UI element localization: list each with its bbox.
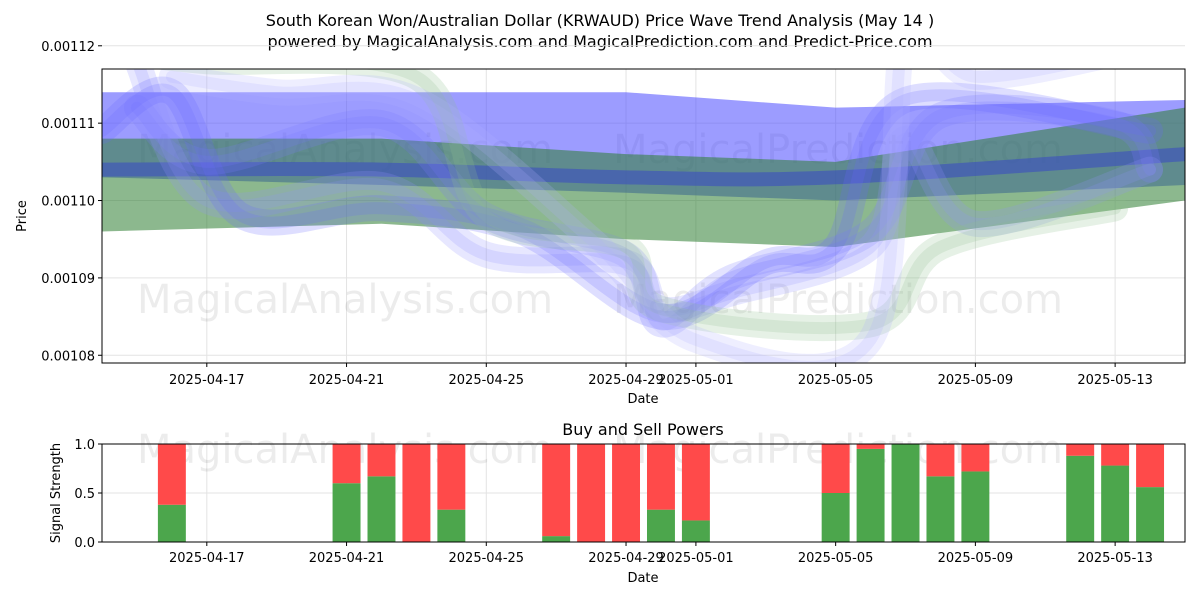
- signal-y-axis-label: Signal Strength: [49, 443, 64, 543]
- price-wave-core: [130, 101, 1157, 331]
- buy-bar: [332, 483, 361, 542]
- buy-bar: [821, 493, 850, 542]
- buy-bar: [367, 476, 396, 542]
- signal-x-tick-label: 2025-05-13: [1077, 551, 1153, 566]
- price-y-tick-label: 0.00110: [41, 195, 95, 210]
- price-wave: [154, 69, 1129, 342]
- price-y-tick-label: 0.00112: [41, 40, 95, 55]
- sell-bar: [577, 444, 606, 542]
- sell-bar: [1066, 444, 1095, 456]
- price-chart: MagicalAnalysis.com MagicalPrediction.com…: [15, 40, 1186, 407]
- signal-y-ticks: 0.0 0.5 1.0: [74, 438, 102, 551]
- chart-title: South Korean Won/Australian Dollar (KRWA…: [266, 11, 934, 30]
- price-wave-core: [165, 69, 1074, 363]
- signal-x-tick-label: 2025-04-21: [309, 551, 385, 566]
- buy-bar: [926, 476, 955, 542]
- signal-bars: [157, 444, 1165, 542]
- price-wave: [158, 69, 1106, 363]
- buy-bar: [1101, 465, 1130, 542]
- sell-bar: [367, 444, 396, 477]
- sell-bar: [402, 444, 431, 542]
- sell-bar: [961, 444, 990, 472]
- price-wave: [102, 76, 1164, 330]
- signal-x-tick-label: 2025-04-17: [169, 551, 245, 566]
- signal-chart-title: Buy and Sell Powers: [562, 420, 724, 439]
- price-x-tick-label: 2025-04-29: [588, 373, 664, 388]
- price-y-ticks: 0.00108 0.00109 0.00110 0.00111 0.00112: [41, 40, 102, 364]
- price-series: [102, 69, 1185, 363]
- signal-y-tick-label: 0.5: [74, 487, 95, 502]
- buy-bar: [157, 504, 186, 542]
- price-x-tick-label: 2025-05-13: [1077, 373, 1153, 388]
- buy-bar: [961, 471, 990, 542]
- price-wave: [126, 69, 1164, 324]
- price-plot-frame: [101, 68, 1186, 364]
- price-wave: [123, 94, 1164, 338]
- buy-bar: [646, 509, 675, 542]
- price-watermark: MagicalAnalysis.com: [137, 277, 553, 323]
- sell-bar: [856, 444, 885, 449]
- price-watermark: MagicalPrediction.com: [613, 277, 1063, 323]
- price-wave-core: [133, 69, 1157, 317]
- sell-bar: [926, 444, 955, 477]
- buy-bar: [856, 448, 885, 542]
- price-x-tick-label: 2025-05-09: [938, 373, 1014, 388]
- buy-bar: [1066, 455, 1095, 542]
- price-x-tick-label: 2025-04-25: [449, 373, 525, 388]
- signal-chart: Buy and Sell Powers MagicalAnalysis.comM…: [49, 420, 1186, 586]
- signal-y-tick-label: 0.0: [74, 536, 95, 551]
- price-y-tick-label: 0.00109: [41, 272, 95, 287]
- sell-bar: [821, 444, 850, 493]
- sell-bar: [612, 444, 641, 542]
- buy-bar: [437, 509, 466, 542]
- price-wave-core: [102, 83, 1157, 323]
- price-x-ticks: 2025-04-17 2025-04-21 2025-04-25 2025-04-29…: [169, 363, 1153, 388]
- signal-x-tick-label: 2025-04-25: [449, 551, 525, 566]
- signal-x-axis-label: Date: [627, 571, 658, 586]
- signal-y-tick-label: 1.0: [74, 438, 95, 453]
- chart-subtitle: powered by MagicalAnalysis.com and Magic…: [267, 32, 932, 51]
- signal-x-ticks: 2025-04-17 2025-04-21 2025-04-25 2025-04-29…: [169, 542, 1153, 566]
- price-x-tick-label: 2025-04-17: [169, 373, 245, 388]
- buy-bar: [681, 520, 710, 542]
- buy-bar: [891, 444, 920, 542]
- buy-bar: [542, 536, 571, 542]
- price-wave-core: [360, 69, 1122, 335]
- price-y-axis-label: Price: [15, 200, 30, 232]
- signal-x-tick-label: 2025-04-29: [588, 551, 664, 566]
- sell-bar: [157, 444, 186, 505]
- sell-bar: [437, 444, 466, 510]
- signal-x-tick-label: 2025-05-09: [938, 551, 1014, 566]
- price-y-tick-label: 0.00111: [41, 117, 95, 132]
- price-x-tick-label: 2025-05-05: [798, 373, 874, 388]
- signal-x-tick-label: 2025-05-01: [658, 551, 734, 566]
- buy-bar: [1136, 487, 1165, 542]
- sell-bar: [542, 444, 571, 537]
- sell-bar: [1136, 444, 1165, 488]
- price-x-tick-label: 2025-04-21: [309, 373, 385, 388]
- price-y-tick-label: 0.00108: [41, 349, 95, 364]
- price-x-axis-label: Date: [627, 392, 658, 407]
- price-trend-line: [102, 147, 1185, 187]
- sell-bar: [1101, 444, 1130, 466]
- price-x-tick-label: 2025-05-01: [658, 373, 734, 388]
- sell-bar: [332, 444, 361, 484]
- signal-x-tick-label: 2025-05-05: [798, 551, 874, 566]
- sell-bar: [646, 444, 675, 510]
- sell-bar: [681, 444, 710, 521]
